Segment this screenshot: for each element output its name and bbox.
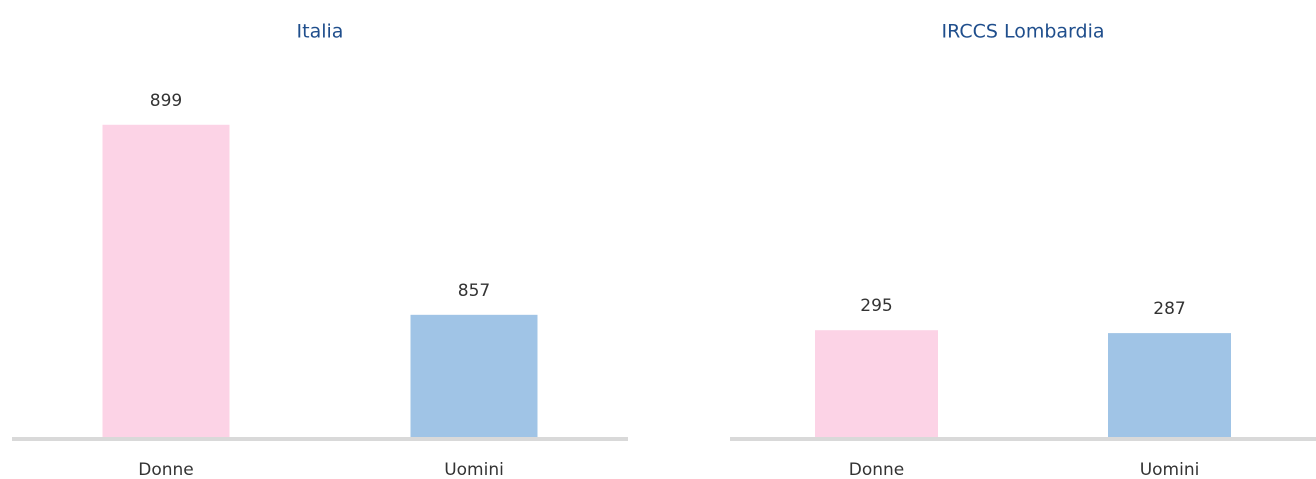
- value-label: 295: [860, 296, 892, 316]
- value-label: 899: [150, 91, 182, 111]
- bar: [410, 314, 538, 437]
- value-label: 857: [458, 281, 490, 301]
- bar: [102, 124, 230, 438]
- chart-title: IRCCS Lombardia: [941, 21, 1104, 43]
- value-label: 287: [1153, 299, 1185, 319]
- x-tick-label: Uomini: [444, 460, 504, 479]
- bar: [815, 330, 938, 437]
- bar: [1108, 333, 1231, 437]
- x-tick-label: Uomini: [1140, 460, 1200, 479]
- chart-title: Italia: [297, 21, 344, 43]
- x-tick-label: Donne: [138, 460, 194, 479]
- x-tick-label: Donne: [849, 460, 905, 479]
